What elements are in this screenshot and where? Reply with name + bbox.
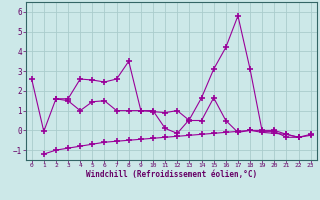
X-axis label: Windchill (Refroidissement éolien,°C): Windchill (Refroidissement éolien,°C) bbox=[86, 170, 257, 179]
